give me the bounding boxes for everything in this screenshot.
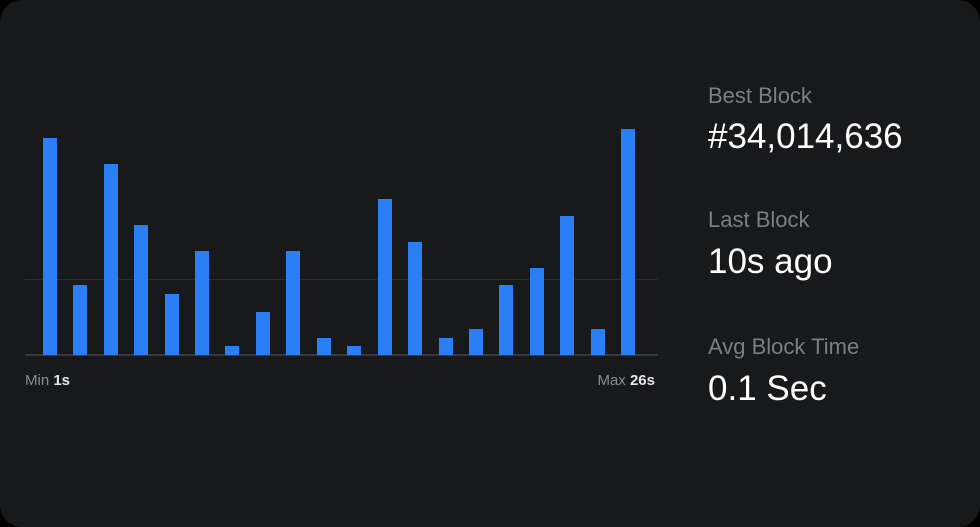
- chart-gridline: [25, 279, 658, 280]
- chart-bar: [590, 329, 605, 355]
- best-block-label: Best Block: [708, 83, 812, 108]
- axis-max-value: 26s: [629, 372, 655, 389]
- chart-bar: [225, 346, 240, 355]
- chart-bar: [377, 199, 392, 355]
- axis-min-value: 1s: [53, 372, 71, 389]
- chart-bar: [103, 164, 118, 355]
- chart-bar: [286, 251, 301, 355]
- chart-bar: [73, 285, 88, 355]
- axis-max-label: Max 26s: [597, 372, 655, 389]
- chart-bar: [42, 138, 57, 355]
- chart-bar: [408, 242, 423, 355]
- chart-bar: [499, 285, 514, 355]
- chart-bar: [316, 338, 331, 355]
- last-block-label: Last Block: [708, 207, 810, 232]
- last-block-value: 10s ago: [708, 242, 833, 281]
- axis-max-prefix: Max: [597, 372, 626, 389]
- chart-bar: [529, 268, 544, 355]
- chart-bar: [438, 338, 453, 355]
- chart-bar: [560, 216, 575, 355]
- block-time-bar-chart: [25, 100, 658, 356]
- chart-bar: [134, 225, 148, 355]
- best-block-value: #34,014,636: [708, 117, 903, 156]
- axis-min-prefix: Min: [25, 372, 50, 389]
- chart-bar: [621, 129, 636, 355]
- chart-bar: [347, 346, 362, 355]
- chart-baseline: [25, 354, 658, 356]
- chart-bar: [194, 251, 209, 355]
- axis-min-label: Min 1s: [25, 372, 70, 389]
- chart-bar: [469, 329, 483, 355]
- chart-bar: [255, 312, 270, 355]
- avg-block-time-label: Avg Block Time: [708, 334, 860, 359]
- avg-block-time-value: 0.1 Sec: [708, 369, 827, 408]
- chart-bar: [164, 294, 179, 355]
